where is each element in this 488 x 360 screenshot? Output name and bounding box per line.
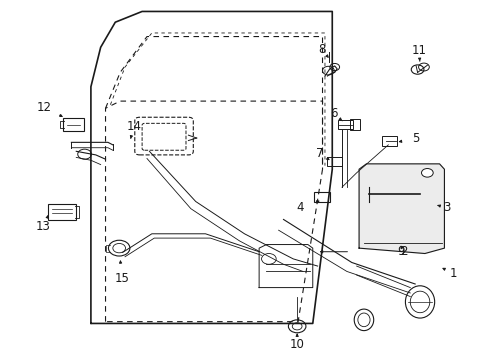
Text: 3: 3 — [442, 202, 449, 215]
Text: 5: 5 — [411, 132, 419, 145]
Ellipse shape — [357, 313, 369, 327]
Ellipse shape — [353, 309, 373, 330]
Circle shape — [78, 149, 91, 159]
Text: 6: 6 — [329, 107, 337, 120]
Polygon shape — [358, 164, 444, 253]
Ellipse shape — [409, 291, 429, 313]
Circle shape — [292, 323, 302, 330]
Text: 9: 9 — [396, 245, 404, 258]
Text: 11: 11 — [411, 44, 426, 57]
Text: 1: 1 — [448, 267, 456, 280]
Text: 4: 4 — [296, 202, 303, 215]
Text: 12: 12 — [37, 101, 52, 114]
Circle shape — [113, 243, 125, 253]
Text: 10: 10 — [289, 338, 304, 351]
Text: 2: 2 — [399, 244, 407, 257]
Text: 7: 7 — [316, 147, 323, 159]
Circle shape — [288, 320, 305, 333]
Circle shape — [421, 168, 432, 177]
Text: 13: 13 — [36, 220, 51, 233]
Text: 8: 8 — [317, 42, 325, 55]
Circle shape — [108, 240, 130, 256]
Text: 14: 14 — [126, 120, 141, 133]
Ellipse shape — [405, 286, 434, 318]
Text: 15: 15 — [114, 272, 129, 285]
